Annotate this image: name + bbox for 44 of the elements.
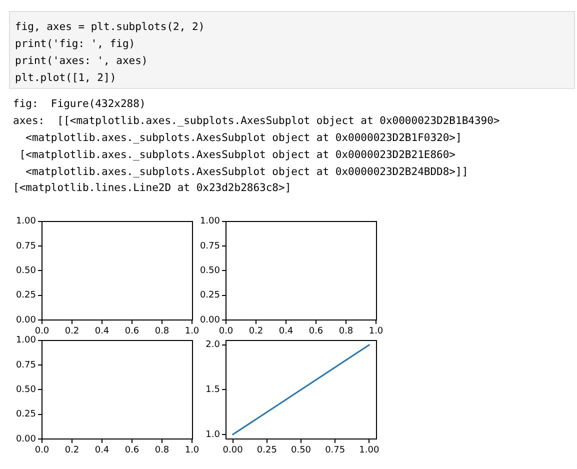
x-tick-label: 1.0 (184, 446, 200, 456)
x-tick-label: 0.00 (222, 446, 244, 456)
y-tick-label: 1.00 (16, 336, 36, 346)
x-tick-label: 1.0 (368, 326, 384, 337)
x-tick-label: 0.50 (290, 446, 312, 456)
y-tick-label: 0.00 (200, 315, 220, 326)
text: fig: Figure(432x288) axes: [[<matplotlib.axes._subplots.AxesSubplot object at 0x0000023D2B1B4390> <matplotlib.axes._subplots.AxesSubplot object at 0x0000023D2B1F0320>] [<matplotlib.axes._subplots.AxesSubplot object at 0x0000023D2B21E860> <matplotlib.axes._subplots.AxesSubplot object at 0x0000023D2B24BDD8>]] (13, 97, 500, 180)
x-tick-label: 0.25 (256, 446, 277, 456)
text: fig, axes = plt.subplots(2, 2) print('fig: ', fig) print('axes: ', axes) plt.plot([1, 2]) (9, 11, 575, 89)
x-tick-label: 0.4 (278, 326, 294, 337)
x-tick-label: 0.2 (248, 326, 264, 337)
x-tick-label: 0.0 (34, 326, 50, 337)
y-tick-label: 0.50 (16, 266, 36, 276)
x-tick-label: 0.8 (338, 326, 354, 337)
y-tick-label: 1.5 (206, 385, 220, 396)
y-tick-label: 0.00 (16, 434, 36, 444)
x-tick-label: 0.4 (94, 446, 110, 456)
y-tick-label: 2.0 (206, 340, 220, 350)
y-tick-label: 1.00 (200, 216, 220, 227)
x-tick-label: 0.6 (308, 326, 324, 337)
y-tick-label: 0.75 (200, 241, 220, 252)
y-tick-label: 0.75 (16, 241, 36, 252)
y-tick-label: 0.75 (16, 360, 36, 370)
x-tick-label: 0.4 (94, 326, 110, 337)
x-tick-label: 0.6 (124, 326, 140, 337)
x-tick-label: 1.0 (184, 326, 200, 337)
x-tick-label: 0.0 (218, 326, 234, 337)
y-tick-label: 1.0 (206, 430, 220, 440)
x-tick-label: 0.8 (154, 446, 170, 456)
x-tick-label: 0.75 (325, 446, 346, 456)
y-tick-label: 0.50 (16, 385, 36, 396)
text: [<matplotlib.lines.Line2D at 0x23d2b2863c8>] (13, 181, 292, 196)
x-tick-label: 0.0 (34, 446, 50, 456)
y-tick-label: 0.50 (200, 266, 220, 276)
x-tick-label: 0.2 (64, 326, 80, 337)
x-tick-label: 1.00 (359, 446, 380, 456)
y-tick-label: 0.25 (16, 290, 36, 301)
y-tick-label: 0.25 (16, 410, 36, 420)
y-tick-label: 0.00 (16, 315, 36, 326)
y-tick-label: 1.00 (16, 216, 36, 227)
x-tick-label: 0.6 (124, 446, 140, 456)
y-tick-label: 0.25 (200, 290, 220, 301)
x-tick-label: 0.8 (154, 326, 170, 337)
x-tick-label: 0.2 (64, 446, 80, 456)
